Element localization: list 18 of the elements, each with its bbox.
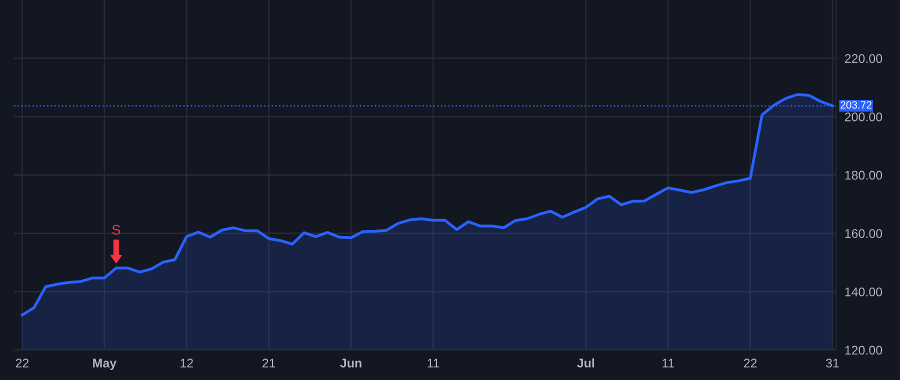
annotation: S xyxy=(112,224,120,235)
x-tick-label: 11 xyxy=(662,358,674,368)
x-tick-label: 11 xyxy=(428,358,440,368)
y-tick-label: 180.00 xyxy=(845,170,882,180)
y-tick-label: 200.00 xyxy=(844,112,882,122)
x-tick-label: Jul xyxy=(577,358,594,368)
x-tick-label: 21 xyxy=(262,358,276,368)
x-tick-label: Jun xyxy=(340,358,362,368)
ref-line-label: 203.72 xyxy=(840,101,872,109)
x-tick-label: 22 xyxy=(16,358,29,368)
y-tick-label: 140.00 xyxy=(845,287,882,296)
x-tick-label: May xyxy=(93,358,117,370)
x-tick-label: 31 xyxy=(826,358,839,368)
y-tick-label: 120.00 xyxy=(845,346,882,355)
y-tick-label: 220.00 xyxy=(844,54,882,63)
y-tick-label: 160.00 xyxy=(845,229,882,238)
x-tick-label: 12 xyxy=(180,358,193,368)
x-tick-label: 22 xyxy=(744,358,757,368)
